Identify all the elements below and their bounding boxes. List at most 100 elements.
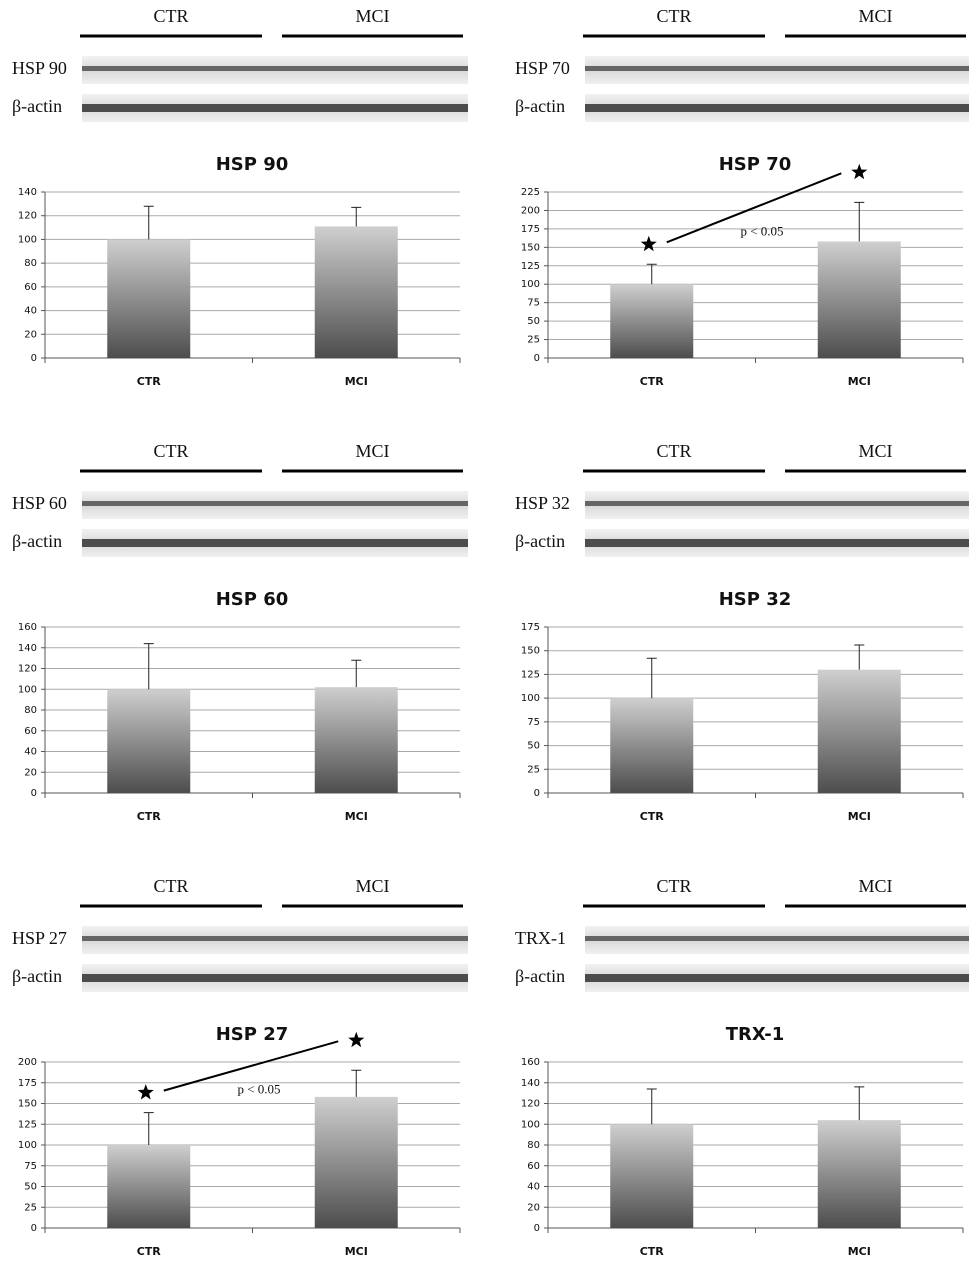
y-tick-label: 50 bbox=[527, 316, 540, 327]
blot-group-label: CTR bbox=[656, 876, 691, 896]
y-tick-label: 0 bbox=[534, 353, 540, 364]
bar bbox=[107, 689, 190, 793]
x-tick-label: MCI bbox=[345, 1245, 368, 1258]
y-tick-label: 140 bbox=[18, 187, 37, 198]
bar bbox=[610, 698, 693, 793]
y-tick-label: 175 bbox=[521, 224, 540, 235]
y-tick-label: 200 bbox=[18, 1057, 37, 1068]
significance-star bbox=[641, 236, 657, 251]
blot-band bbox=[585, 936, 969, 941]
blot-band bbox=[82, 501, 468, 506]
y-tick-label: 25 bbox=[24, 1202, 37, 1213]
figure: CTRMCIHSP 90β-actinHSP 90020406080100120… bbox=[0, 0, 969, 1265]
y-tick-label: 100 bbox=[18, 1140, 37, 1151]
blot-row-label: β-actin bbox=[12, 531, 62, 551]
y-tick-label: 100 bbox=[521, 279, 540, 290]
y-tick-label: 160 bbox=[18, 622, 37, 633]
x-tick-label: CTR bbox=[137, 810, 162, 823]
y-tick-label: 0 bbox=[31, 353, 37, 364]
y-tick-label: 175 bbox=[18, 1078, 37, 1089]
y-tick-label: 75 bbox=[527, 298, 540, 309]
error-bar bbox=[144, 644, 154, 690]
y-tick-label: 120 bbox=[18, 664, 37, 675]
y-tick-label: 100 bbox=[521, 1119, 540, 1130]
x-tick-label: CTR bbox=[640, 1245, 665, 1258]
chart-title: HSP 60 bbox=[216, 589, 289, 610]
error-bar bbox=[144, 206, 154, 239]
blot-group-label: MCI bbox=[858, 441, 892, 461]
significance-star bbox=[138, 1084, 154, 1099]
bar bbox=[818, 1120, 901, 1228]
blot-band bbox=[585, 539, 969, 547]
blot-group-label: CTR bbox=[656, 6, 691, 26]
blot-group-label: MCI bbox=[355, 876, 389, 896]
x-tick-label: CTR bbox=[640, 375, 665, 388]
blot-band bbox=[585, 501, 969, 506]
y-tick-label: 150 bbox=[521, 242, 540, 253]
x-tick-label: MCI bbox=[345, 375, 368, 388]
error-bar bbox=[854, 202, 864, 241]
y-tick-label: 60 bbox=[24, 726, 37, 737]
blot-band bbox=[82, 104, 468, 112]
annotation: p < 0.05 bbox=[740, 223, 783, 238]
x-tick-label: MCI bbox=[848, 1245, 871, 1258]
chart-title: TRX-1 bbox=[726, 1024, 785, 1045]
y-tick-label: 0 bbox=[31, 788, 37, 799]
blot-group-label: MCI bbox=[858, 6, 892, 26]
chart-title: HSP 70 bbox=[719, 154, 792, 175]
y-tick-label: 50 bbox=[24, 1182, 37, 1193]
bar bbox=[818, 241, 901, 358]
blot-band bbox=[82, 936, 468, 941]
bar bbox=[107, 239, 190, 358]
blot-group-label: MCI bbox=[355, 6, 389, 26]
y-tick-label: 50 bbox=[527, 741, 540, 752]
bar bbox=[610, 284, 693, 358]
y-tick-label: 100 bbox=[18, 684, 37, 695]
chart-title: HSP 27 bbox=[216, 1024, 289, 1045]
blot-row-label: HSP 60 bbox=[12, 493, 67, 513]
y-tick-label: 40 bbox=[24, 306, 37, 317]
blot-row-label: HSP 27 bbox=[12, 928, 67, 948]
error-bar bbox=[144, 1113, 154, 1145]
blot-band bbox=[585, 974, 969, 982]
y-tick-label: 150 bbox=[521, 646, 540, 657]
blot-row-label: β-actin bbox=[12, 966, 62, 986]
blot-group-label: MCI bbox=[858, 876, 892, 896]
bar bbox=[315, 226, 398, 358]
y-tick-label: 80 bbox=[24, 258, 37, 269]
y-tick-label: 60 bbox=[527, 1161, 540, 1172]
blot-row-label: β-actin bbox=[515, 531, 565, 551]
y-tick-label: 120 bbox=[521, 1099, 540, 1110]
y-tick-label: 75 bbox=[527, 717, 540, 728]
y-tick-label: 120 bbox=[18, 211, 37, 222]
y-tick-label: 160 bbox=[521, 1057, 540, 1068]
blot-row-label: HSP 70 bbox=[515, 58, 570, 78]
blot-group-label: CTR bbox=[153, 876, 188, 896]
blot-group-label: CTR bbox=[153, 441, 188, 461]
y-tick-label: 0 bbox=[534, 788, 540, 799]
y-tick-label: 80 bbox=[527, 1140, 540, 1151]
annotation: p < 0.05 bbox=[237, 1081, 280, 1096]
y-tick-label: 25 bbox=[527, 335, 540, 346]
x-tick-label: MCI bbox=[848, 375, 871, 388]
bar bbox=[610, 1124, 693, 1228]
chart-title: HSP 32 bbox=[719, 589, 792, 610]
significance-star bbox=[348, 1032, 364, 1047]
y-tick-label: 125 bbox=[18, 1119, 37, 1130]
y-tick-label: 125 bbox=[521, 669, 540, 680]
error-bar bbox=[647, 1089, 657, 1124]
y-tick-label: 20 bbox=[24, 767, 37, 778]
y-tick-label: 175 bbox=[521, 622, 540, 633]
blot-band bbox=[82, 66, 468, 71]
y-tick-label: 225 bbox=[521, 187, 540, 198]
significance-star bbox=[851, 164, 867, 179]
blot-row-label: β-actin bbox=[515, 96, 565, 116]
y-tick-label: 60 bbox=[24, 282, 37, 293]
blot-group-label: CTR bbox=[153, 6, 188, 26]
error-bar bbox=[647, 658, 657, 698]
y-tick-label: 200 bbox=[521, 205, 540, 216]
y-tick-label: 80 bbox=[24, 705, 37, 716]
y-tick-label: 20 bbox=[24, 329, 37, 340]
y-tick-label: 40 bbox=[24, 747, 37, 758]
blot-row-label: TRX-1 bbox=[515, 928, 566, 948]
